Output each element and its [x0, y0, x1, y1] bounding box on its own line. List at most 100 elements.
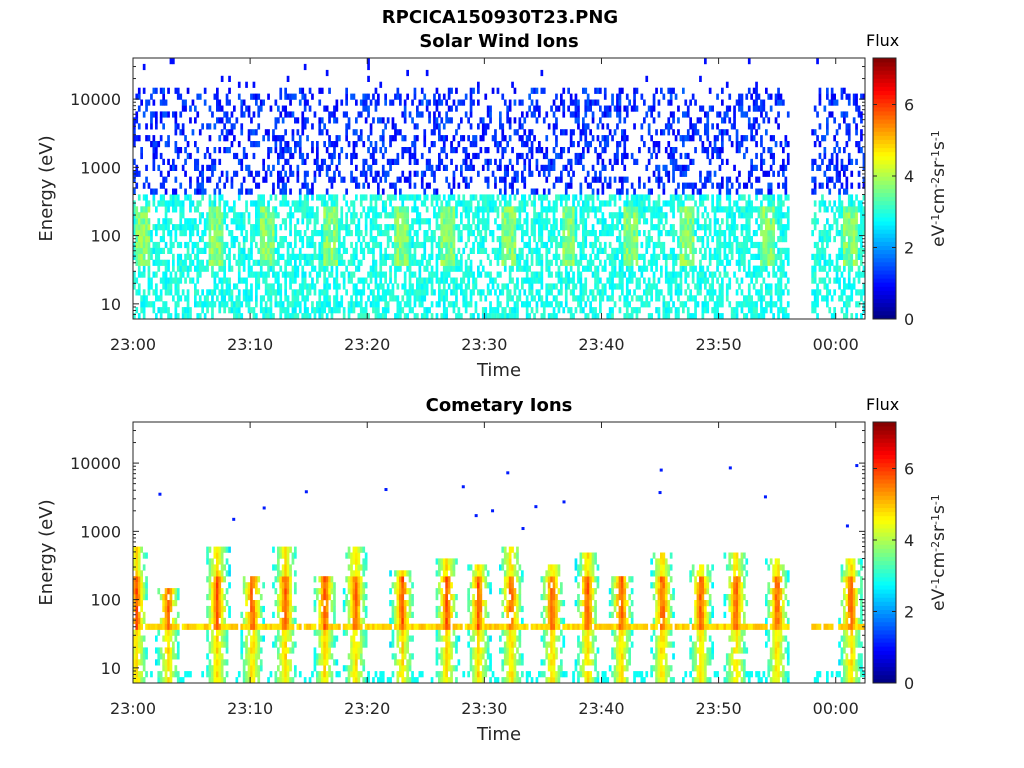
heatmap-cell [640, 93, 644, 100]
heatmap-cell [564, 241, 568, 249]
heatmap-cell [191, 224, 195, 231]
heatmap-cell [464, 301, 468, 308]
heatmap-cell [535, 218, 539, 225]
heatmap-cell [196, 265, 200, 272]
heatmap-cell [135, 164, 139, 171]
heatmap-cell [252, 152, 256, 160]
heatmap-cell [306, 135, 309, 142]
heatmap-cell [708, 253, 712, 260]
heatmap-cell [652, 206, 656, 213]
heatmap-cell [674, 313, 678, 320]
heatmap-cell [367, 63, 370, 71]
heatmap-cell [721, 87, 724, 94]
heatmap-cell [603, 105, 607, 112]
heatmap-cell [176, 313, 180, 320]
heatmap-cell [335, 105, 339, 112]
heatmap-cell [394, 277, 397, 284]
heatmap-cell [257, 218, 261, 225]
heatmap-cell [298, 206, 302, 213]
heatmap-cell [257, 206, 261, 213]
heatmap-cell [338, 218, 341, 225]
heatmap-cell [206, 241, 209, 249]
heatmap-cell [364, 93, 368, 100]
heatmap-cell [372, 206, 375, 213]
heatmap-cell [560, 277, 563, 284]
heatmap-cell [174, 147, 178, 154]
heatmap-cell [701, 301, 705, 308]
heatmap-cell [184, 313, 187, 320]
heatmap-cell [381, 271, 385, 278]
heatmap-cell [496, 164, 500, 171]
heatmap-cell [762, 253, 766, 260]
heatmap-cell [257, 271, 261, 278]
heatmap-cell [330, 158, 334, 165]
heatmap-cell [489, 271, 492, 278]
heatmap-cell [572, 313, 575, 320]
heatmap-cell [701, 277, 705, 284]
heatmap-cell [357, 182, 361, 189]
heatmap-cell [701, 241, 705, 249]
heatmap-cell [223, 295, 226, 302]
heatmap-cell [574, 295, 578, 302]
heatmap-cell [338, 283, 341, 290]
heatmap-cell [767, 188, 771, 195]
heatmap-cell [137, 313, 141, 320]
heatmap-cell [247, 105, 251, 112]
heatmap-cell [216, 218, 219, 225]
heatmap-cell [499, 141, 502, 148]
heatmap-cell [181, 129, 185, 136]
heatmap-cell [518, 218, 522, 225]
heatmap-cell [328, 117, 331, 124]
heatmap-cell [157, 295, 161, 302]
heatmap-cell [301, 241, 305, 249]
heatmap-cell [491, 283, 495, 290]
heatmap-cell [379, 176, 383, 183]
heatmap-cell [657, 99, 661, 106]
heatmap-cell [721, 289, 724, 296]
heatmap-cell [403, 271, 407, 278]
heatmap-cell [303, 99, 307, 106]
heatmap-cell [506, 236, 509, 243]
heatmap-cell [535, 117, 539, 124]
heatmap-cell [442, 301, 446, 308]
heatmap-cell [752, 123, 756, 130]
heatmap-cell [613, 301, 617, 308]
heatmap-cell [408, 259, 412, 266]
heatmap-cell [289, 164, 292, 171]
heatmap-cell [635, 253, 639, 260]
heatmap-cell [455, 129, 458, 136]
heatmap-cell [174, 307, 178, 314]
heatmap-cell [245, 164, 248, 171]
heatmap-cell [723, 265, 727, 272]
heatmap-cell [423, 283, 427, 290]
heatmap-cell [352, 141, 356, 148]
heatmap-cell [572, 247, 575, 254]
heatmap-cell [262, 164, 265, 171]
heatmap-cell [547, 265, 551, 272]
heatmap-cell [584, 99, 588, 106]
heatmap-cell [545, 283, 549, 290]
heatmap-cell [228, 295, 231, 302]
heatmap-cell [320, 236, 324, 243]
heatmap-cell [201, 123, 204, 130]
heatmap-cell [235, 218, 239, 225]
heatmap-cell [669, 295, 673, 302]
heatmap-cell [323, 141, 326, 148]
heatmap-cell [257, 230, 261, 237]
heatmap-cell [272, 283, 275, 290]
heatmap-cell [667, 289, 671, 296]
heatmap-cell [367, 111, 370, 118]
heatmap-cell [447, 301, 451, 308]
heatmap-cell [464, 259, 468, 266]
heatmap-cell [342, 307, 346, 314]
heatmap-cell [616, 271, 619, 278]
heatmap-cell [723, 236, 727, 243]
heatmap-cell [560, 236, 563, 243]
heatmap-cell [240, 277, 244, 284]
heatmap-cell [579, 283, 583, 290]
heatmap-cell [389, 158, 392, 165]
heatmap-cell [708, 218, 712, 225]
heatmap-cell [176, 253, 180, 260]
heatmap-cell [525, 111, 529, 118]
